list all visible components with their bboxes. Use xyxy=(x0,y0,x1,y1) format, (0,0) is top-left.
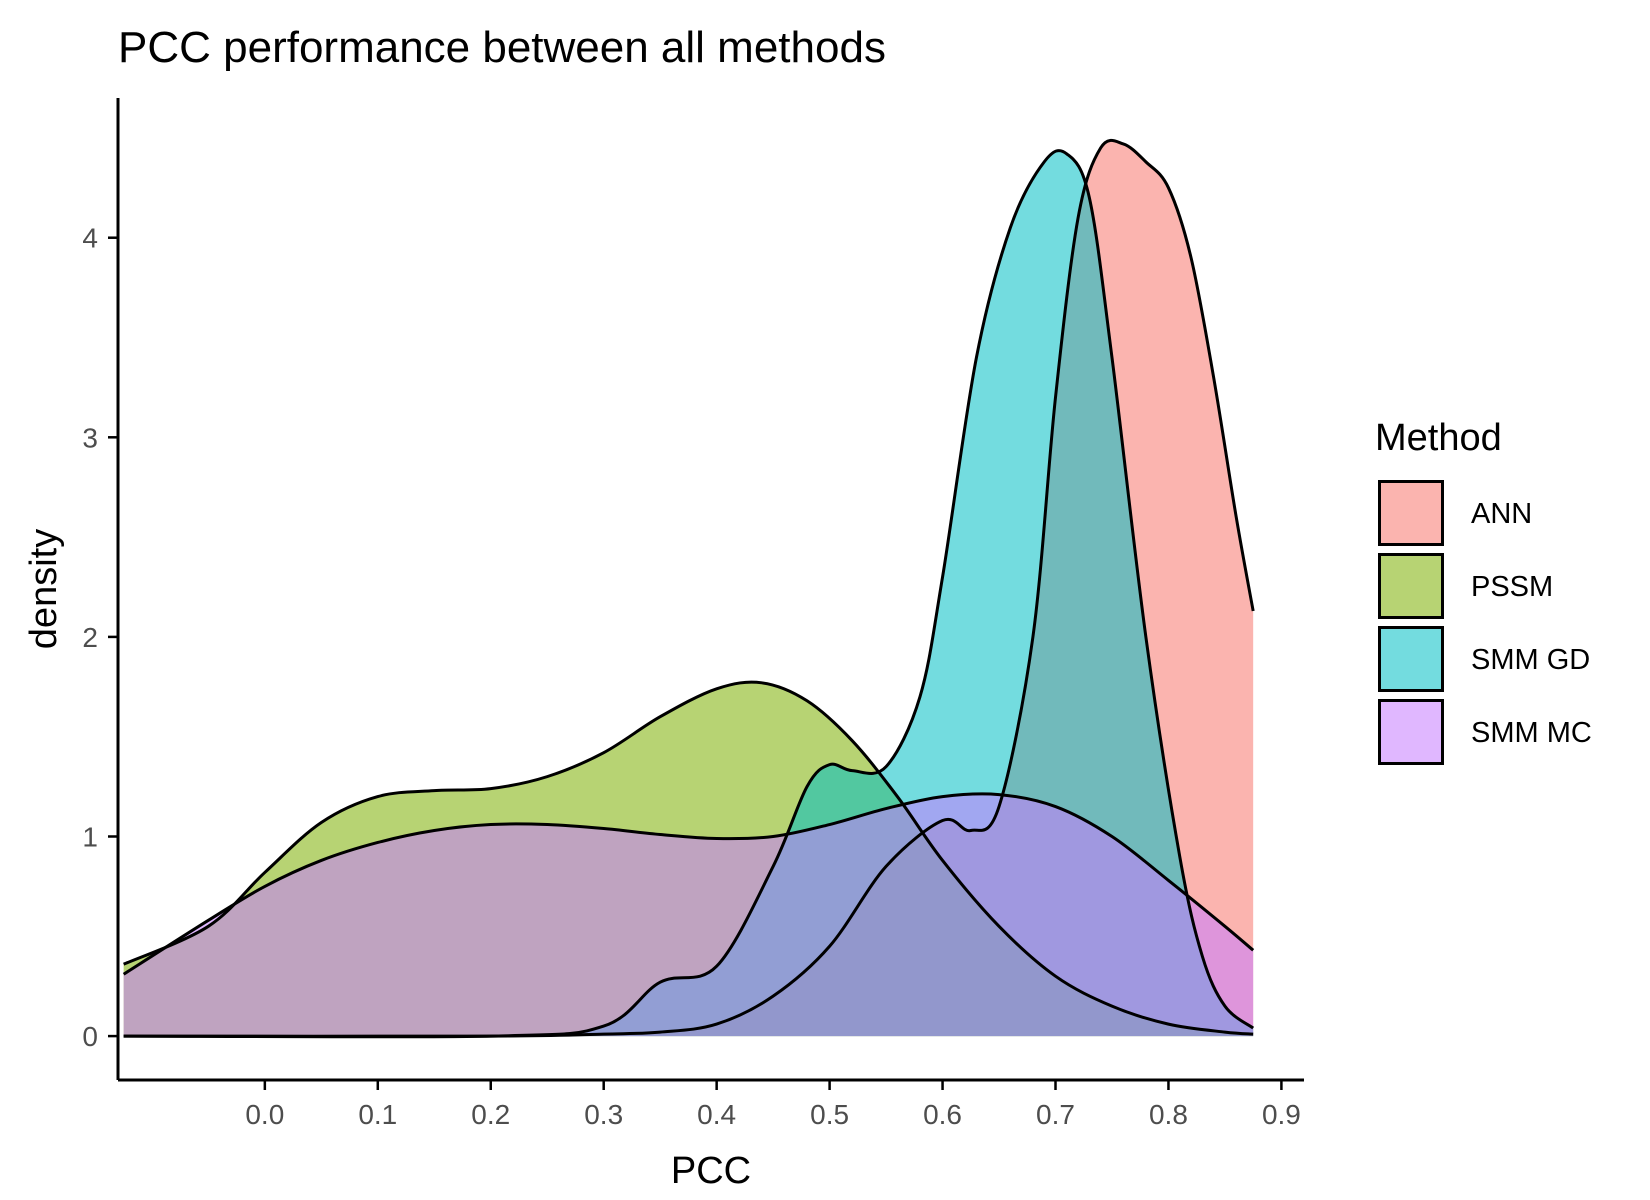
y-axis-title: density xyxy=(23,529,65,649)
y-tick-label: 1 xyxy=(82,821,98,852)
legend-item-smm-mc: SMM MC xyxy=(1378,699,1592,765)
legend-label: PSSM xyxy=(1471,571,1553,603)
plot-area xyxy=(122,138,1255,1039)
x-tick-label: 0.6 xyxy=(923,1099,962,1130)
density-lines xyxy=(122,138,1255,1039)
legend-swatch xyxy=(1378,553,1444,619)
density-curve-ann xyxy=(123,138,1255,1038)
x-tick-label: 0.2 xyxy=(471,1099,510,1130)
chart-title: PCC performance between all methods xyxy=(118,23,886,72)
legend-label: SMM MC xyxy=(1471,717,1592,749)
legend: Method ANN PSSM SMM GD SMM MC xyxy=(1375,417,1592,765)
legend-swatch xyxy=(1378,626,1444,692)
density-fills xyxy=(123,140,1254,1037)
density-curve-smm-gd xyxy=(123,149,1255,1039)
x-axis-title: PCC xyxy=(671,1150,751,1192)
legend-item-pssm: PSSM xyxy=(1378,553,1553,619)
legend-label: SMM GD xyxy=(1471,644,1590,676)
x-tick-label: 0.8 xyxy=(1149,1099,1188,1130)
x-tick-label: 0.9 xyxy=(1262,1099,1301,1130)
density-area-smm-mc xyxy=(123,793,1254,1037)
y-tick-label: 4 xyxy=(82,223,98,254)
legend-title: Method xyxy=(1375,417,1502,459)
density-curve-smm-mc xyxy=(122,792,1255,976)
y-tick-label: 3 xyxy=(82,422,98,453)
legend-swatch xyxy=(1378,699,1444,765)
legend-item-smm-gd: SMM GD xyxy=(1378,626,1590,692)
x-tick-label: 0.7 xyxy=(1036,1099,1075,1130)
x-tick-label: 0.5 xyxy=(810,1099,849,1130)
x-tick-label: 0.0 xyxy=(245,1099,284,1130)
density-curve-pssm xyxy=(123,680,1254,1036)
y-axis-ticks: 0 1 2 3 4 xyxy=(82,223,118,1052)
legend-item-ann: ANN xyxy=(1378,480,1532,546)
legend-label: ANN xyxy=(1471,498,1532,530)
x-tick-label: 0.1 xyxy=(358,1099,397,1130)
y-tick-label: 2 xyxy=(82,622,98,653)
x-axis-ticks: 0.0 0.1 0.2 0.3 0.4 0.5 0.6 0.7 0.8 0.9 xyxy=(245,1080,1301,1130)
x-tick-label: 0.3 xyxy=(584,1099,623,1130)
x-tick-label: 0.4 xyxy=(697,1099,736,1130)
legend-swatch xyxy=(1378,480,1444,546)
y-tick-label: 0 xyxy=(82,1021,98,1052)
